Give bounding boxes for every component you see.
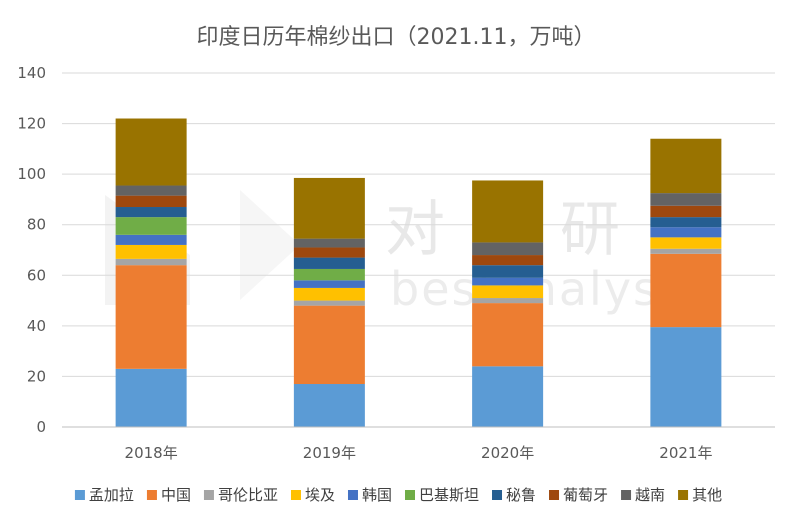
bar-series — [115, 118, 722, 427]
bar-segment — [293, 300, 365, 306]
bar-segment — [293, 238, 365, 248]
legend-label: 哥伦比亚 — [218, 486, 278, 504]
legend-label: 其他 — [692, 486, 722, 504]
bar-segment — [115, 244, 187, 259]
watermark-logo-arrow — [240, 190, 300, 300]
legend-label: 秘鲁 — [506, 486, 536, 504]
y-axis: 0 20 40 60 80 100 120 140 — [17, 64, 46, 436]
legend-swatch — [621, 490, 632, 500]
bar-segment — [472, 298, 544, 304]
bar-segment — [472, 366, 544, 427]
legend-label: 韩国 — [362, 486, 392, 504]
x-tick-label: 2019年 — [303, 444, 356, 462]
legend-item: 葡萄牙 — [549, 486, 608, 504]
bar-segment — [650, 327, 722, 427]
bar-segment — [293, 247, 365, 258]
legend: 孟加拉 中国 哥伦比亚 埃及 韩国 巴基斯坦 秘鲁 葡萄牙 越南 其他 — [74, 486, 722, 504]
legend-item: 韩国 — [347, 486, 392, 504]
bar-segment — [293, 305, 365, 385]
legend-item: 巴基斯坦 — [405, 486, 479, 504]
y-tick-label: 100 — [17, 165, 46, 183]
legend-swatch — [203, 490, 214, 500]
legend-item: 孟加拉 — [74, 486, 134, 504]
legend-label: 孟加拉 — [89, 486, 134, 504]
watermark-text-cn-left: 对 — [385, 195, 445, 265]
y-tick-label: 0 — [36, 418, 46, 436]
bar-segment — [472, 285, 544, 299]
bar-segment — [650, 248, 722, 254]
legend-swatch — [146, 490, 157, 500]
bar-segment — [293, 280, 365, 288]
bar-segment — [650, 253, 722, 328]
bar-segment — [472, 277, 544, 286]
y-tick-label: 20 — [27, 367, 46, 385]
x-tick-label: 2020年 — [481, 444, 534, 462]
legend-swatch — [405, 490, 415, 500]
x-axis: 2018年 2019年 2020年 2021年 — [125, 444, 713, 462]
bar-segment — [115, 265, 187, 369]
x-tick-label: 2018年 — [125, 444, 178, 462]
watermark: 对 研 bestanalyst — [105, 190, 677, 316]
chart-title: 印度日历年棉纱出口（2021.11，万吨） — [197, 25, 596, 50]
bar-segment — [472, 255, 544, 266]
legend-item: 其他 — [678, 486, 722, 504]
y-tick-label: 40 — [27, 317, 46, 335]
legend-swatch — [347, 490, 358, 500]
bar-segment — [293, 287, 365, 301]
bar-segment — [650, 237, 722, 249]
legend-item: 秘鲁 — [492, 486, 536, 504]
bar-segment — [650, 138, 722, 194]
legend-item: 哥伦比亚 — [203, 486, 278, 504]
bar-segment — [650, 193, 722, 206]
bar-segment — [472, 265, 544, 278]
legend-swatch — [678, 490, 689, 500]
y-tick-label: 60 — [27, 266, 46, 284]
legend-label: 越南 — [635, 486, 665, 504]
bar-segment — [293, 177, 365, 239]
watermark-text-cn-right: 研 — [560, 195, 620, 265]
legend-item: 埃及 — [290, 486, 335, 504]
legend-item: 中国 — [146, 486, 191, 504]
bar-segment — [115, 258, 187, 266]
bar-segment — [650, 217, 722, 228]
y-tick-label: 140 — [17, 64, 46, 82]
bar-segment — [115, 185, 187, 196]
bar-segment — [115, 368, 187, 427]
bar-segment — [115, 234, 187, 245]
bar-segment — [293, 384, 365, 427]
legend-label: 埃及 — [305, 486, 335, 504]
legend-label: 中国 — [161, 486, 191, 504]
legend-label: 巴基斯坦 — [419, 486, 479, 504]
bar-segment — [472, 242, 544, 256]
legend-swatch — [74, 490, 85, 500]
bar-segment — [115, 207, 187, 218]
y-tick-label: 120 — [17, 115, 46, 133]
legend-swatch — [492, 490, 503, 500]
x-tick-label: 2021年 — [659, 444, 712, 462]
bar-segment — [293, 257, 365, 269]
legend-swatch — [290, 490, 301, 500]
legend-label: 葡萄牙 — [563, 486, 608, 504]
bar-segment — [650, 205, 722, 218]
bar-segment — [115, 195, 187, 208]
y-tick-label: 80 — [27, 216, 46, 234]
bar-segment — [115, 118, 187, 186]
bar-segment — [472, 180, 544, 243]
legend-swatch — [549, 490, 560, 500]
bar-segment — [115, 217, 187, 235]
bar-segment — [650, 227, 722, 238]
bar-segment — [293, 268, 365, 281]
bar-segment — [472, 303, 544, 367]
legend-item: 越南 — [621, 486, 665, 504]
